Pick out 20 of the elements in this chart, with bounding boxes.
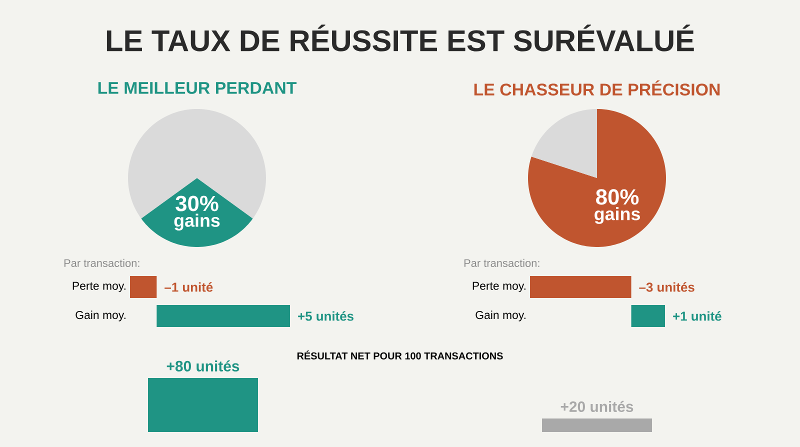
slice-label: gains: [594, 207, 640, 224]
data-label: +80 unités: [166, 360, 240, 372]
chart-title: LE CHASSEUR DE PRÉCISION: [474, 80, 720, 96]
data-label: +1 unité: [673, 311, 722, 321]
chart-title: LE MEILLEUR PERDANT: [98, 82, 297, 94]
y-tick-label: Perte moy.: [72, 282, 126, 292]
text: LE TAUX DE RÉUSSITE EST SURÉVALUÉ: [106, 24, 694, 52]
chart-title: RÉSULTAT NET POUR 100 TRANSACTIONS: [297, 350, 503, 360]
chart-title: Par transaction:: [64, 258, 140, 267]
data-label: –1 unité: [164, 282, 213, 292]
y-tick-label: Perte moy.: [472, 282, 526, 292]
y-tick-label: Gain moy.: [76, 310, 126, 322]
data-label: 80%: [596, 189, 639, 205]
y-tick-label: Gain moy.: [476, 310, 526, 322]
data-label: 30%: [176, 196, 218, 212]
data-label: +5 unités: [298, 311, 354, 321]
data-label: –3 unités: [639, 282, 694, 292]
slice-label: gains: [174, 214, 220, 230]
data-label: +20 unités: [560, 400, 634, 412]
chart-title: Par transaction:: [464, 258, 540, 267]
